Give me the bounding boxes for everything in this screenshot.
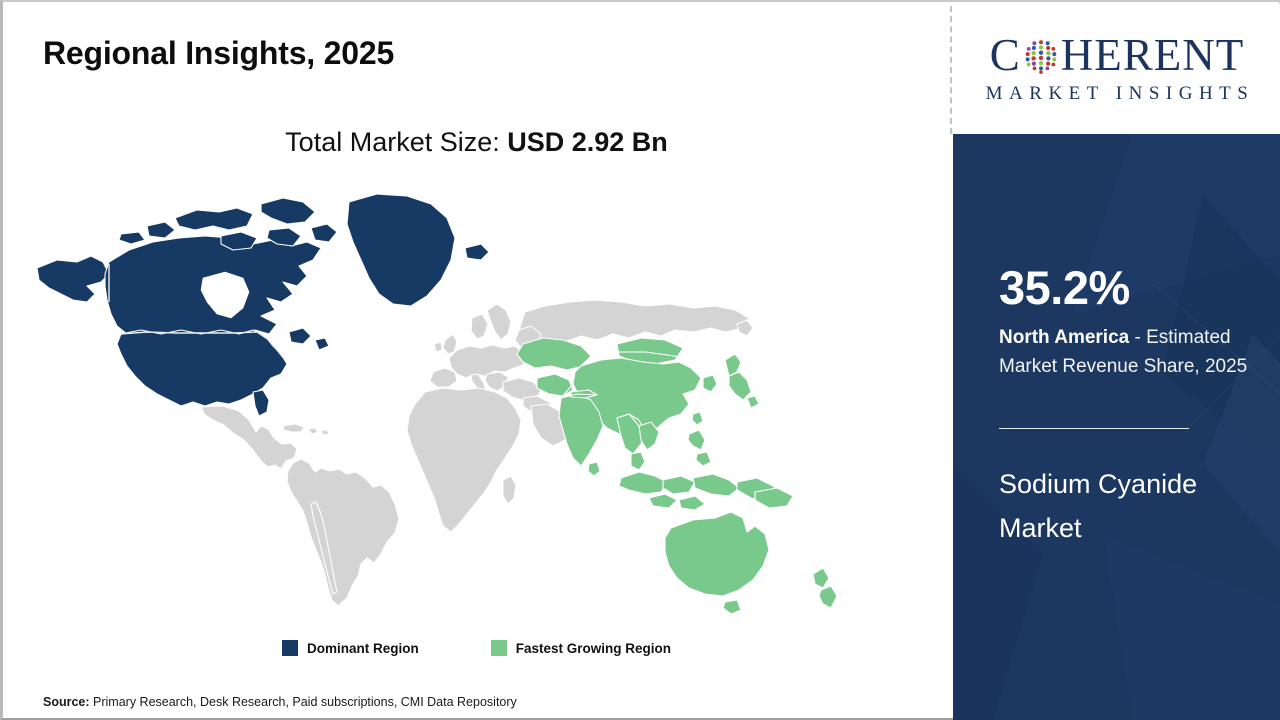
market-size-value: USD 2.92 Bn: [507, 127, 668, 157]
logo-text-herent: HERENT: [1060, 30, 1245, 80]
total-market-size: Total Market Size: USD 2.92 Bn: [3, 127, 950, 158]
north-america-internal-borders: [108, 264, 286, 361]
map-legend: Dominant Region Fastest Growing Region: [3, 640, 950, 656]
market-name: Sodium Cyanide Market: [999, 469, 1198, 544]
region-north-america: [36, 193, 490, 417]
green-swatch: [490, 640, 507, 656]
brand-logo: C: [953, 4, 1280, 134]
globe-dots-icon: [1022, 37, 1060, 75]
left-content-area: Regional Insights, 2025 Total Market Siz…: [3, 2, 950, 718]
stat-region-name: North America: [999, 327, 1130, 348]
legend-item-dominant: Dominant Region: [281, 640, 419, 656]
legend-label-fastest-growing: Fastest Growing Region: [515, 640, 671, 656]
stat-panel: 35.2% North America - Estimated Market R…: [953, 134, 1280, 720]
logo-wordmark: C: [990, 33, 1245, 78]
stat-description-text: - Estimated Market Revenue Share, 2025: [999, 327, 1248, 377]
stat-value: 35.2%: [999, 261, 1130, 314]
logo-subtitle: MARKET INSIGHTS: [985, 83, 1255, 104]
stat-description: North America - Estimated Market Revenue…: [999, 324, 1280, 382]
page-title: Regional Insights, 2025: [43, 35, 395, 71]
legend-item-fastest-growing: Fastest Growing Region: [490, 640, 671, 656]
panel-divider: [999, 428, 1189, 429]
logo-letter-c: C: [989, 30, 1021, 80]
source-label: Source:: [43, 695, 90, 709]
hudson-bay: [200, 271, 250, 319]
source-line: Source: Primary Research, Desk Research,…: [43, 695, 517, 709]
panel-texture: [953, 134, 1280, 720]
world-map: [25, 182, 925, 622]
legend-label-dominant: Dominant Region: [306, 640, 419, 656]
vertical-dashed-divider: [950, 6, 952, 134]
region-asia-pacific: [516, 337, 838, 615]
market-size-label: Total Market Size:: [285, 127, 508, 157]
world-map-svg: [36, 193, 838, 615]
source-text: Primary Research, Desk Research, Paid su…: [89, 695, 517, 709]
navy-swatch: [281, 640, 298, 656]
asia-pacific-internal-borders: [560, 351, 692, 427]
